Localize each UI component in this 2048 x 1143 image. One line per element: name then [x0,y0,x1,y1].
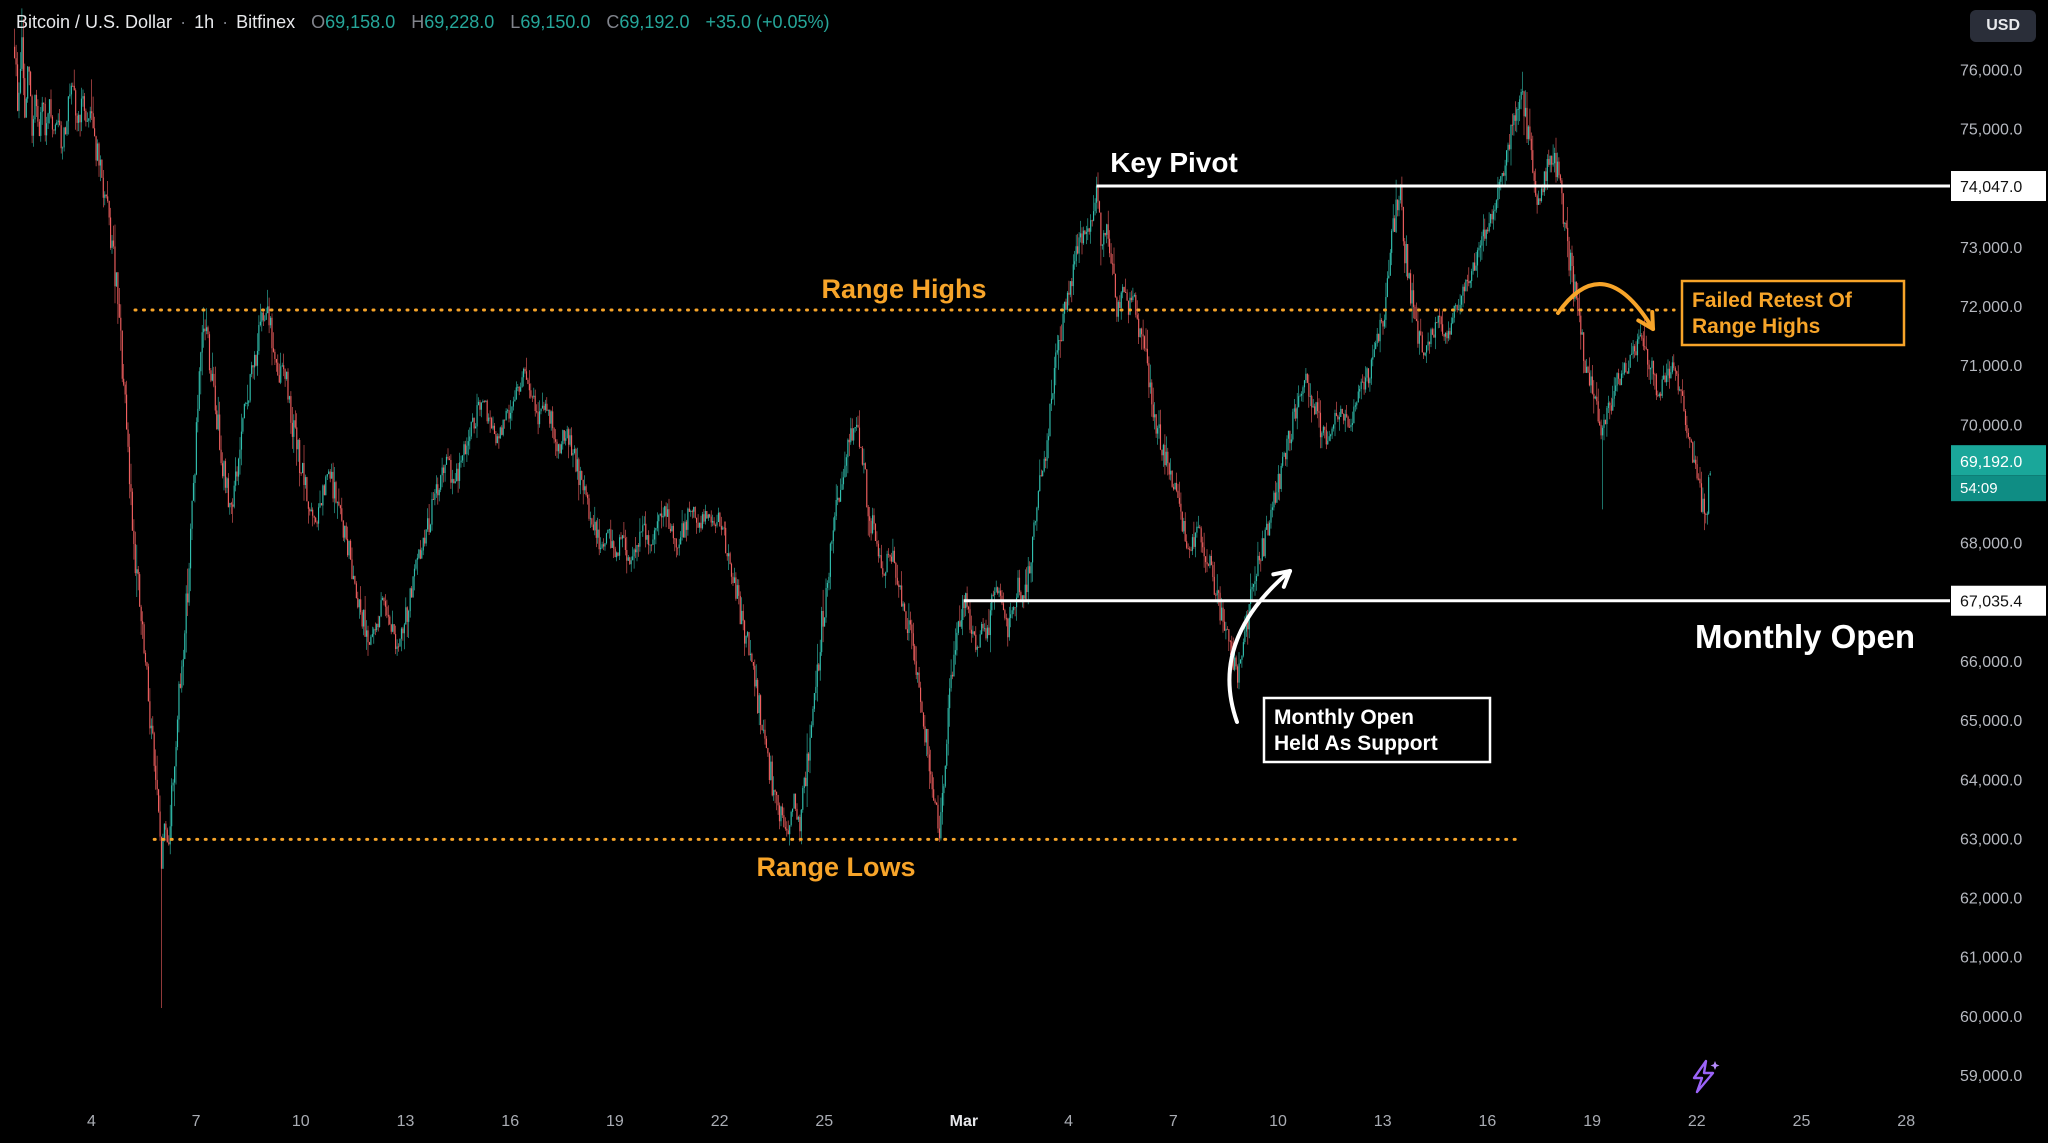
last-price-tag: 69,192.0 54:09 [1951,445,2046,502]
svg-text:7: 7 [1169,1113,1178,1130]
svg-text:62,000.0: 62,000.0 [1960,891,2022,908]
svg-text:13: 13 [397,1113,415,1130]
svg-text:10: 10 [1269,1113,1287,1130]
svg-text:Range Highs: Range Highs [1692,315,1820,338]
svg-text:65,000.0: 65,000.0 [1960,713,2022,730]
key-pivot-label[interactable]: Key Pivot [1110,147,1238,178]
separator-dot: · [222,12,229,32]
svg-text:54:09: 54:09 [1960,480,1998,497]
svg-text:59,000.0: 59,000.0 [1960,1068,2022,1085]
close-key: C [606,12,620,32]
close-value: 69,192.0 [619,12,690,32]
svg-text:19: 19 [606,1113,624,1130]
svg-text:Mar: Mar [950,1113,978,1130]
open-readout: O69,158.0 [311,12,395,33]
svg-text:16: 16 [1479,1113,1497,1130]
svg-text:60,000.0: 60,000.0 [1960,1009,2022,1026]
svg-text:13: 13 [1374,1113,1392,1130]
svg-text:Failed Retest Of: Failed Retest Of [1692,289,1853,312]
exchange-name[interactable]: Bitfinex [236,12,296,32]
currency-unit-button[interactable]: USD [1970,10,2036,42]
svg-text:25: 25 [1793,1113,1811,1130]
high-key: H [411,12,425,32]
svg-text:10: 10 [292,1113,310,1130]
svg-text:63,000.0: 63,000.0 [1960,831,2022,848]
svg-text:75,000.0: 75,000.0 [1960,122,2022,139]
close-readout: C69,192.0 [606,12,689,33]
svg-text:4: 4 [87,1113,96,1130]
failed-retest-arrow[interactable] [1556,282,1655,331]
svg-text:76,000.0: 76,000.0 [1960,63,2022,80]
svg-text:22: 22 [711,1113,729,1130]
low-key: L [510,12,521,32]
boost-lightning-icon[interactable] [1682,1054,1726,1098]
high-value: 69,228.0 [424,12,495,32]
svg-text:25: 25 [815,1113,833,1130]
key-pivot-price-tag: 74,047.0 [1951,171,2046,202]
open-value: 69,158.0 [325,12,396,32]
svg-text:61,000.0: 61,000.0 [1960,950,2022,967]
svg-text:68,000.0: 68,000.0 [1960,536,2022,553]
svg-text:67,035.4: 67,035.4 [1960,594,2022,611]
svg-text:70,000.0: 70,000.0 [1960,417,2022,434]
svg-text:71,000.0: 71,000.0 [1960,358,2022,375]
chart-legend: Bitcoin / U.S. Dollar · 1h · Bitfinex O6… [16,12,830,33]
svg-text:69,192.0: 69,192.0 [1960,454,2022,471]
svg-text:66,000.0: 66,000.0 [1960,654,2022,671]
svg-text:16: 16 [501,1113,519,1130]
svg-text:4: 4 [1064,1113,1073,1130]
monthly-open-callout[interactable]: Monthly Open Held As Support [1262,696,1492,764]
svg-text:19: 19 [1583,1113,1601,1130]
svg-text:64,000.0: 64,000.0 [1960,772,2022,789]
svg-text:74,047.0: 74,047.0 [1960,179,2022,196]
svg-text:22: 22 [1688,1113,1706,1130]
separator-dot: · [180,12,187,32]
svg-text:72,000.0: 72,000.0 [1960,299,2022,316]
low-readout: L69,150.0 [510,12,590,33]
range-lows-label[interactable]: Range Lows [756,852,915,882]
svg-text:7: 7 [192,1113,201,1130]
range-highs-label[interactable]: Range Highs [821,274,986,304]
lightning-bolt-icon [1692,1059,1720,1094]
change-value: +35.0 (+0.05%) [705,12,830,32]
low-value: 69,150.0 [520,12,591,32]
high-readout: H69,228.0 [411,12,494,33]
svg-text:Held As Support: Held As Support [1274,732,1438,755]
monthly-open-label[interactable]: Monthly Open [1695,618,1915,655]
candles-layer [14,8,1711,1008]
svg-text:Monthly Open: Monthly Open [1274,706,1414,729]
monthly-open-price-tag: 67,035.4 [1951,585,2046,616]
svg-text:73,000.0: 73,000.0 [1960,240,2022,257]
interval-value[interactable]: 1h [194,12,215,32]
support-bounce-arrow[interactable] [1227,569,1292,724]
symbol-title[interactable]: Bitcoin / U.S. Dollar [16,12,173,32]
open-key: O [311,12,326,32]
time-axis[interactable]: 4 7 10 13 16 19 22 25 Mar 4 7 10 13 16 19 22 25 28 [87,1113,1915,1130]
svg-text:28: 28 [1897,1113,1915,1130]
failed-retest-callout[interactable]: Failed Retest Of Range Highs [1680,279,1906,347]
